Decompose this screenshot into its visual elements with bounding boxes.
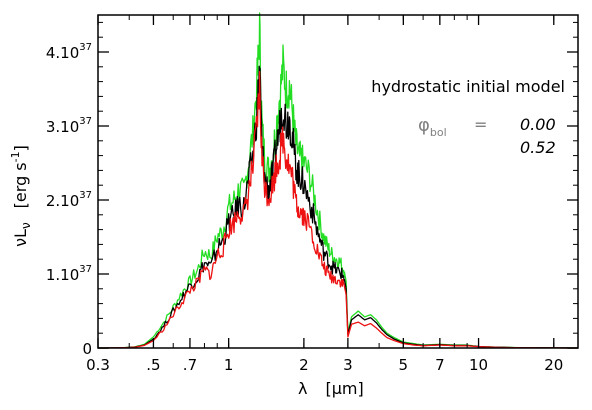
y-tick-label-2: 2.1037 [46,190,92,210]
y-axis-title: νLν[erg s-1] [9,145,33,247]
x-tick-label-2: .7 [183,356,197,374]
x-tick-label-5: 3 [343,356,353,374]
series-line-2 [98,71,578,349]
legend-entry-1: 0.52 [520,138,556,157]
y-tick-label-0: 0 [82,340,92,358]
legend-phi-label: φbol [418,115,447,139]
series-line-1 [98,65,578,349]
y-axis: 0 1.1037 2.1037 3.1037 4.1037 [46,21,578,358]
x-tick-label-8: 10 [469,356,488,374]
x-tick-label-9: 20 [544,356,563,374]
legend-entry-0: 0.00 [520,115,556,134]
x-tick-label-4: 2 [299,356,309,374]
y-tick-label-4: 4.1037 [46,42,92,62]
x-tick-label-1: .5 [146,356,160,374]
series-line-0 [98,12,578,349]
x-tick-label-7: 7 [435,356,445,374]
plot-lines [98,12,578,349]
x-axis-title: λ [μm] [298,379,364,398]
plot-frame [97,14,579,349]
legend: φbol = 0.00 0.52 [418,115,556,157]
x-axis: 0.3 .5 .7 1 2 3 5 7 10 20 [86,15,563,374]
y-tick-label-1: 1.1037 [46,264,92,284]
chart-title: hydrostatic initial model [371,77,565,96]
y-tick-label-3: 3.1037 [46,116,92,136]
legend-equals: = [474,115,487,134]
x-tick-label-3: 1 [224,356,234,374]
x-tick-label-6: 5 [399,356,409,374]
x-tick-label-0: 0.3 [86,356,110,374]
